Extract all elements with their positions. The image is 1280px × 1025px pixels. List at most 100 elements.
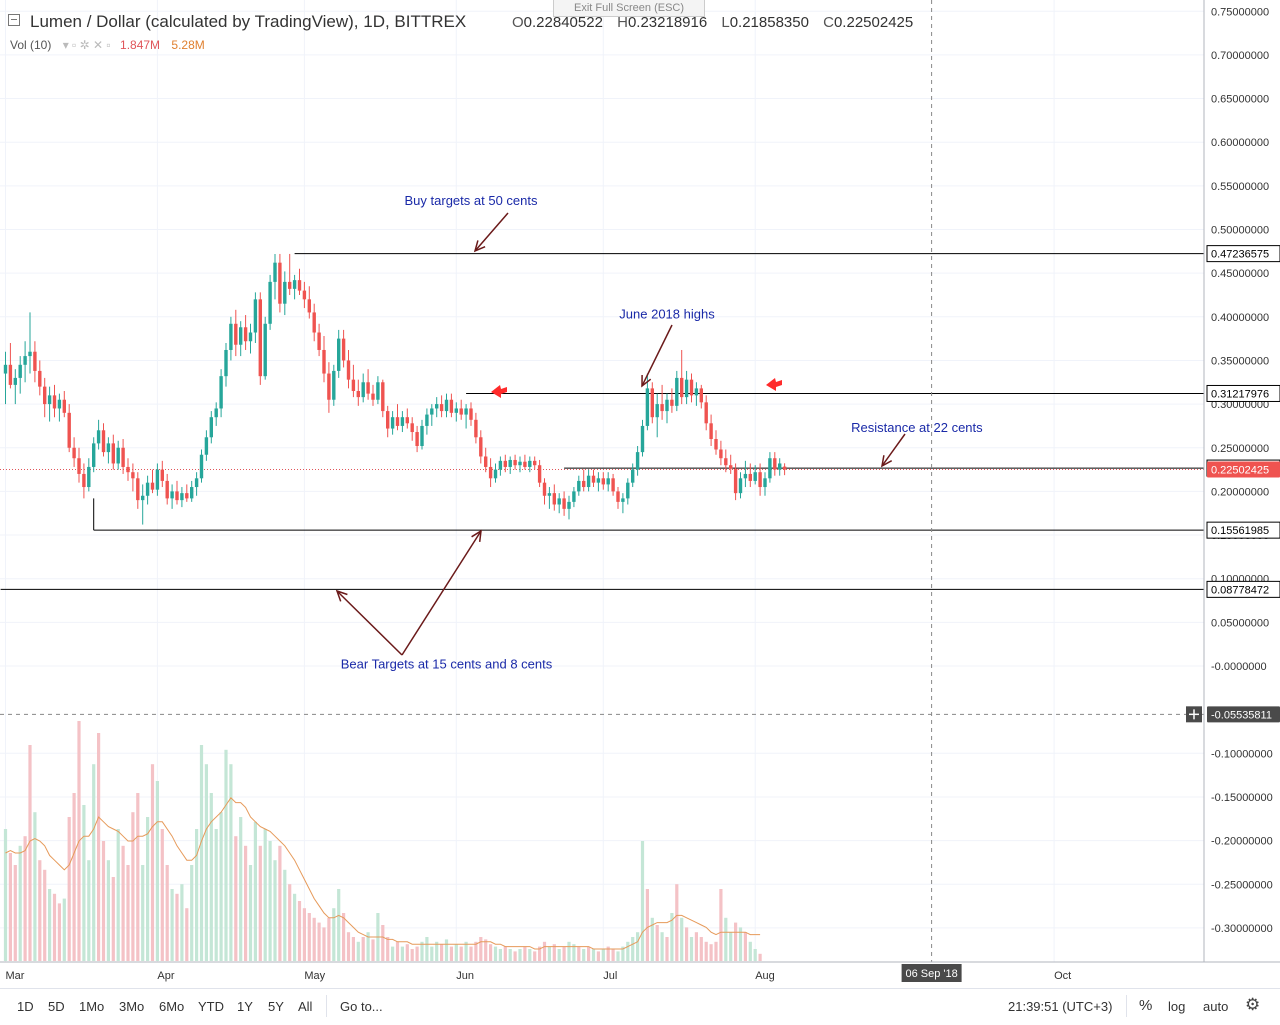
candle-body	[28, 351, 32, 357]
candle-body	[351, 379, 356, 392]
candle-body	[307, 299, 311, 313]
volume-bar	[503, 946, 507, 961]
volume-bar	[38, 860, 42, 961]
candle-body	[660, 404, 664, 412]
june-highs-arrow[interactable]	[641, 324, 673, 387]
candle-body	[283, 281, 287, 304]
price-axis-tick-label: 0.60000000	[1211, 137, 1269, 149]
timeframe-ytd[interactable]: YTD	[198, 999, 224, 1014]
percent-scale-button[interactable]: %	[1139, 997, 1153, 1014]
candle-body	[684, 379, 689, 398]
timeframe-1d[interactable]: 1D	[17, 999, 34, 1014]
timeframe-1mo[interactable]: 1Mo	[79, 999, 105, 1014]
volume-bar	[626, 941, 630, 961]
volume-bar	[131, 812, 135, 961]
price-axis-tick-label: -0.20000000	[1211, 836, 1273, 848]
indicator-buttons[interactable]: ▾ ▫ ✲ ✕ ▫	[62, 38, 111, 52]
annotation-text[interactable]: June 2018 highs	[619, 307, 715, 322]
buy-target-arrow-head	[473, 240, 486, 253]
candle-body	[87, 466, 91, 488]
auto-scale-button[interactable]: auto	[1203, 999, 1229, 1014]
annotations[interactable]: Buy targets at 50 cents June 2018 highs Re…	[341, 193, 983, 672]
volume-bar	[542, 941, 547, 961]
volume-bar	[591, 949, 596, 961]
candle-body	[52, 395, 57, 409]
open-value: 0.22840522	[523, 14, 603, 31]
buy-target-arrow[interactable]	[474, 212, 509, 252]
candle-body	[47, 395, 52, 405]
volume-bar	[342, 913, 346, 961]
volume-bar	[523, 946, 527, 961]
volume-bar	[631, 937, 635, 961]
drawings[interactable]	[335, 212, 906, 656]
candle-body	[141, 495, 145, 501]
price-axis-tick-label: 0.45000000	[1211, 268, 1269, 280]
volume-bar	[582, 949, 586, 961]
level-lines[interactable]	[0, 253, 1204, 590]
price-axis-tick-label: 0.55000000	[1211, 181, 1269, 193]
volume-bar	[97, 733, 101, 961]
annotation-text[interactable]: Buy targets at 50 cents	[405, 193, 538, 208]
clock-timezone[interactable]: 21:39:51 (UTC+3)	[1008, 999, 1113, 1014]
price-axis-tick-label: -0.25000000	[1211, 879, 1273, 891]
volume-bar	[234, 836, 238, 961]
volume-bar	[72, 793, 76, 961]
volume-bar	[106, 860, 110, 961]
volume-label[interactable]: Vol (10)	[10, 38, 52, 52]
volume-bar	[547, 946, 551, 961]
volume-bar	[219, 812, 223, 961]
volume-bar	[239, 817, 243, 961]
bear-target-arrow-15[interactable]	[401, 530, 482, 656]
timeframe-3mo[interactable]: 3Mo	[119, 999, 145, 1014]
symbol-title[interactable]: Lumen / Dollar (calculated by TradingVie…	[30, 12, 467, 31]
candle-body	[586, 475, 591, 488]
candle-body	[175, 491, 179, 501]
level-price-tag: 0.08778472	[1211, 584, 1269, 596]
price-axis-tick-label: 0.50000000	[1211, 225, 1269, 237]
candle-body	[425, 414, 429, 426]
level-price-tag-border	[1206, 580, 1280, 598]
timeframe-5d[interactable]: 5D	[48, 999, 65, 1014]
volume-bar	[567, 941, 571, 961]
candle-body	[376, 382, 380, 400]
time-axis[interactable]: Mar Apr May Jun Jul Aug Oct	[6, 970, 1072, 982]
volume-bar	[484, 939, 488, 961]
volume-bar	[307, 913, 311, 961]
candle-body	[567, 501, 571, 509]
resistance-arrow[interactable]	[881, 433, 906, 467]
timeframe-5y[interactable]: 5Y	[268, 999, 284, 1014]
price-axis-tick-label: 0.30000000	[1211, 399, 1269, 411]
timeframe-all[interactable]: All	[298, 999, 313, 1014]
log-scale-button[interactable]: log	[1168, 999, 1186, 1014]
volume-bar	[709, 944, 713, 961]
volume-bar	[464, 941, 468, 961]
gear-icon[interactable]: ⚙	[1245, 995, 1261, 1014]
volume-bar	[8, 853, 12, 961]
june-highs-arrow-head	[641, 374, 652, 388]
volume-bar	[758, 953, 762, 961]
candle-body	[542, 482, 547, 496]
timeframe-6mo[interactable]: 6Mo	[159, 999, 185, 1014]
price-axis[interactable]: 0.75000000 0.70000000 0.65000000 0.60000000…	[1211, 6, 1273, 935]
candle-body	[763, 478, 767, 488]
exit-fullscreen-button[interactable]: Exit Full Screen (ESC)	[553, 0, 705, 17]
price-chart[interactable]: Buy targets at 50 cents June 2018 highs Re…	[0, 0, 1280, 988]
volume-bar	[361, 937, 365, 961]
candle-body	[400, 417, 405, 426]
volume-bar	[748, 941, 752, 961]
volume-bar	[655, 925, 659, 961]
candle-body	[62, 399, 66, 413]
price-axis-tick-label: 0.75000000	[1211, 6, 1269, 18]
candle-body	[337, 338, 341, 371]
annotation-text[interactable]: Bear Targets at 15 cents and 8 cents	[341, 657, 553, 672]
candle-body	[733, 468, 738, 494]
candle-body	[268, 281, 272, 324]
bear-target-arrow-8[interactable]	[336, 590, 403, 656]
annotation-text[interactable]: Resistance at 22 cents	[851, 420, 983, 435]
candle-body	[523, 461, 527, 467]
collapse-icon[interactable]	[8, 14, 20, 26]
timeframe-1y[interactable]: 1Y	[237, 999, 253, 1014]
volume-bar	[116, 829, 120, 961]
goto-button[interactable]: Go to...	[340, 999, 383, 1014]
volume-bar	[33, 812, 37, 961]
